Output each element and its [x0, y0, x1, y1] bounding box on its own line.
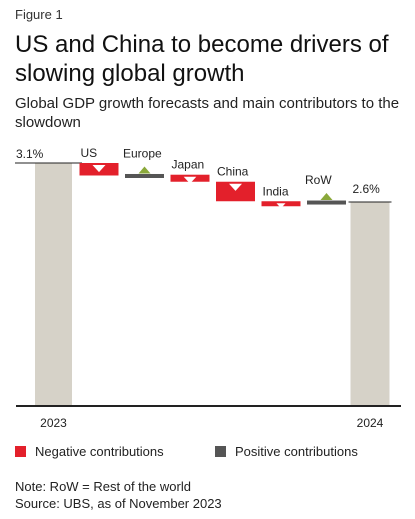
europe-up-marker [138, 166, 151, 174]
bar-europe [125, 173, 164, 178]
value-label-2024: 2.6% [353, 182, 381, 196]
bar-china [216, 181, 255, 202]
us-down-marker [92, 165, 106, 173]
legend-positive: Positive contributions [215, 444, 358, 459]
india-down-marker [276, 203, 286, 209]
tick-label-2023: 2023 [40, 416, 67, 430]
note-text: Note: RoW = Rest of the world [15, 479, 191, 494]
value-label-2023: 3.1% [16, 147, 44, 161]
china-down-marker [229, 183, 242, 191]
figure-label: Figure 1 [15, 7, 63, 22]
label-china: China [217, 165, 249, 179]
chart-title: US and China to become drivers of slowin… [15, 31, 389, 87]
source-text: Source: UBS, as of November 2023 [15, 496, 222, 511]
label-row: RoW [305, 173, 332, 187]
tick-label-2024: 2024 [357, 416, 384, 430]
label-india: India [263, 184, 289, 198]
label-europe: Europe [123, 146, 162, 160]
positive-swatch [215, 446, 226, 457]
legend-negative-label: Negative contributions [35, 444, 164, 459]
label-us: US [81, 146, 98, 160]
bar-2024 [350, 202, 390, 405]
negative-swatch [15, 446, 26, 457]
bar-2023 [35, 163, 72, 405]
row-up-marker [320, 193, 333, 201]
legend-positive-label: Positive contributions [235, 444, 358, 459]
footnote: Note: RoW = Rest of the world Source: UB… [15, 478, 222, 512]
label-japan: Japan [172, 158, 205, 172]
bar-row [307, 200, 346, 205]
japan-down-marker [183, 176, 197, 184]
legend-negative: Negative contributions [15, 444, 164, 459]
chart-subtitle: Global GDP growth forecasts and main con… [15, 95, 400, 131]
